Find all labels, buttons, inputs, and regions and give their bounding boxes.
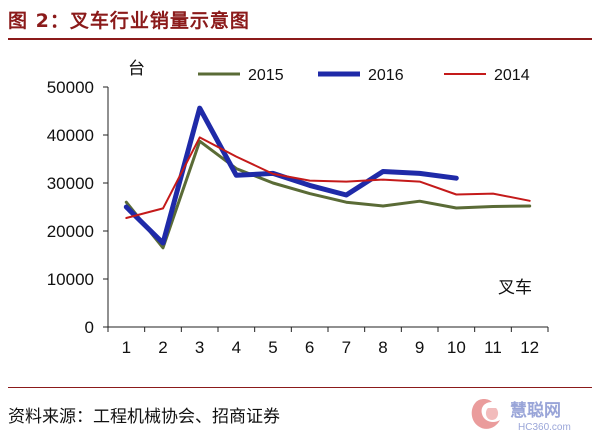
- x-tick-label: 7: [342, 338, 351, 357]
- x-tick-label: 2: [158, 338, 167, 357]
- source-divider: [8, 387, 592, 388]
- hc360-watermark-logo: 慧聪网 HC360.com: [471, 399, 571, 433]
- chart-legend: 2015 2016 2014: [198, 67, 530, 84]
- x-tick-label: 10: [447, 338, 466, 357]
- y-tick-label: 10000: [47, 270, 94, 289]
- y-axis-unit-label: 台: [128, 59, 145, 79]
- legend-label-2014: 2014: [494, 67, 530, 84]
- x-tick-label: 5: [268, 338, 277, 357]
- svg-text:HC360.com: HC360.com: [518, 422, 571, 433]
- x-tick-label: 11: [484, 338, 502, 357]
- legend-label-2016: 2016: [368, 67, 404, 84]
- legend-label-2015: 2015: [248, 67, 284, 84]
- x-tick-label: 12: [520, 338, 539, 357]
- x-axis-unit-label: 叉车: [498, 278, 532, 298]
- x-tick-label: 8: [378, 338, 387, 357]
- series-line-2015: [124, 139, 532, 250]
- x-tick-label: 4: [232, 338, 241, 357]
- x-tick-label: 1: [122, 338, 131, 357]
- y-tick-label: 30000: [47, 174, 94, 193]
- figure-title: 图 2：叉车行业销量示意图: [8, 10, 250, 32]
- y-tick-label: 20000: [47, 222, 94, 241]
- x-tick-label: 3: [195, 338, 204, 357]
- source-note: 资料来源：工程机械协会、招商证券: [8, 407, 280, 427]
- svg-text:慧聪网: 慧聪网: [510, 400, 561, 421]
- series-line-2016: [123, 105, 459, 246]
- x-tick-label: 6: [305, 338, 314, 357]
- y-tick-label: 50000: [47, 78, 94, 97]
- title-divider: [8, 38, 592, 40]
- series-lines: [123, 105, 532, 250]
- y-tick-label: 0: [85, 318, 94, 337]
- series-line-2014: [125, 136, 531, 219]
- y-tick-label: 40000: [47, 126, 94, 145]
- x-tick-label: 9: [415, 338, 424, 357]
